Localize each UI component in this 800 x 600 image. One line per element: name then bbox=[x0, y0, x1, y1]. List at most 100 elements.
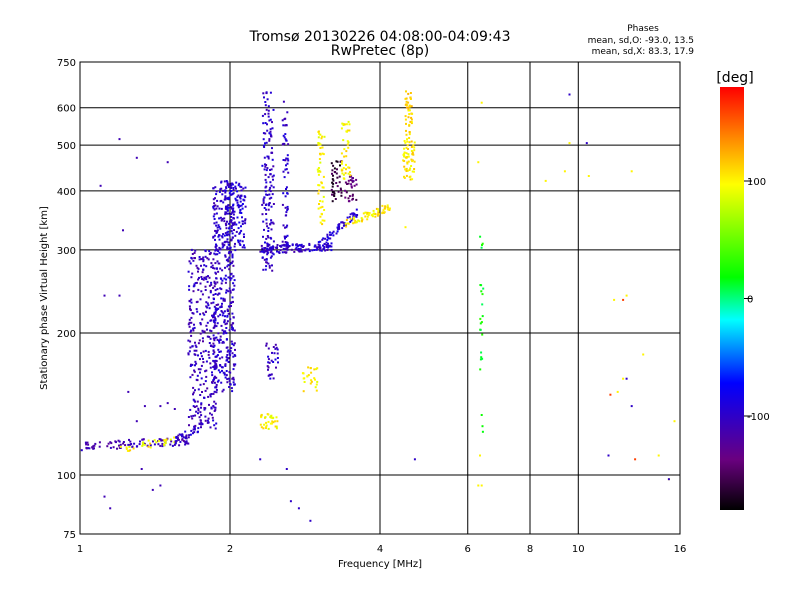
data-point bbox=[240, 194, 243, 197]
data-point bbox=[342, 173, 345, 176]
data-point bbox=[203, 277, 206, 280]
data-point bbox=[230, 324, 233, 327]
data-point bbox=[197, 409, 200, 412]
data-point bbox=[296, 248, 299, 251]
data-point bbox=[209, 337, 212, 340]
data-point bbox=[413, 149, 416, 152]
data-point bbox=[202, 357, 204, 360]
data-point bbox=[262, 199, 265, 202]
data-point bbox=[224, 213, 227, 216]
data-point bbox=[350, 219, 353, 222]
data-point bbox=[267, 155, 270, 158]
data-point bbox=[269, 422, 272, 425]
data-point bbox=[199, 282, 202, 285]
colorbar-gradient bbox=[720, 87, 744, 510]
data-point bbox=[274, 246, 277, 249]
data-point bbox=[207, 275, 209, 278]
data-point bbox=[412, 153, 415, 156]
data-point bbox=[236, 216, 239, 219]
data-point bbox=[189, 309, 192, 312]
data-point bbox=[479, 322, 482, 325]
data-point bbox=[190, 415, 193, 418]
data-point bbox=[228, 329, 231, 332]
data-point bbox=[407, 153, 410, 156]
data-point bbox=[190, 363, 192, 366]
data-point bbox=[229, 291, 232, 294]
data-point bbox=[335, 182, 338, 184]
data-point bbox=[222, 245, 225, 248]
data-point bbox=[226, 248, 229, 250]
data-point bbox=[229, 276, 231, 279]
data-point bbox=[232, 381, 235, 384]
data-point bbox=[224, 266, 226, 269]
data-point bbox=[207, 258, 210, 261]
data-point bbox=[231, 232, 234, 235]
data-point bbox=[268, 119, 271, 122]
data-point bbox=[268, 248, 271, 251]
data-point bbox=[355, 215, 358, 218]
data-point bbox=[210, 266, 213, 269]
data-point bbox=[269, 190, 272, 193]
data-point bbox=[224, 315, 226, 318]
data-point bbox=[230, 184, 233, 187]
data-point bbox=[264, 190, 267, 193]
data-point bbox=[213, 381, 216, 384]
data-point bbox=[213, 375, 216, 378]
data-point bbox=[265, 342, 268, 345]
data-point bbox=[240, 225, 242, 228]
data-point bbox=[480, 321, 483, 324]
data-point bbox=[407, 106, 410, 109]
data-point bbox=[214, 238, 216, 241]
data-point bbox=[410, 118, 413, 121]
data-point bbox=[190, 256, 193, 259]
data-point bbox=[267, 227, 270, 230]
data-point bbox=[403, 140, 406, 142]
data-point bbox=[94, 442, 97, 445]
data-point bbox=[262, 248, 265, 251]
data-point bbox=[284, 237, 286, 240]
data-point bbox=[282, 170, 285, 173]
data-point bbox=[343, 123, 346, 126]
data-point bbox=[355, 214, 358, 217]
data-point bbox=[213, 339, 216, 342]
data-point bbox=[326, 244, 329, 247]
data-point bbox=[203, 330, 206, 333]
data-point bbox=[271, 121, 273, 124]
data-point bbox=[199, 313, 202, 316]
data-point bbox=[317, 243, 320, 246]
data-point bbox=[302, 246, 304, 248]
data-point bbox=[352, 180, 355, 183]
data-point bbox=[270, 168, 273, 171]
data-point bbox=[413, 146, 416, 149]
data-point bbox=[285, 211, 288, 214]
data-point bbox=[227, 252, 230, 255]
data-point bbox=[355, 183, 358, 186]
data-point bbox=[219, 371, 222, 374]
data-point bbox=[209, 366, 212, 369]
data-point bbox=[263, 96, 265, 99]
data-point bbox=[242, 220, 245, 223]
data-point bbox=[264, 416, 267, 419]
data-point bbox=[266, 123, 268, 126]
data-point bbox=[300, 243, 303, 246]
data-point bbox=[319, 221, 322, 224]
data-point bbox=[285, 157, 288, 160]
data-point bbox=[276, 250, 278, 253]
data-point bbox=[228, 196, 231, 199]
data-point bbox=[227, 312, 230, 315]
data-point bbox=[350, 186, 353, 189]
data-point bbox=[226, 354, 229, 356]
data-point bbox=[319, 200, 322, 202]
data-point bbox=[194, 282, 197, 285]
data-point bbox=[213, 351, 216, 354]
data-point bbox=[215, 376, 218, 379]
data-point bbox=[188, 288, 191, 291]
data-point bbox=[99, 184, 102, 187]
data-point bbox=[213, 298, 215, 301]
data-point bbox=[352, 218, 355, 221]
data-point bbox=[232, 223, 234, 226]
data-point bbox=[208, 335, 211, 338]
data-point bbox=[482, 287, 485, 290]
data-point bbox=[193, 431, 196, 434]
data-point bbox=[217, 332, 220, 335]
